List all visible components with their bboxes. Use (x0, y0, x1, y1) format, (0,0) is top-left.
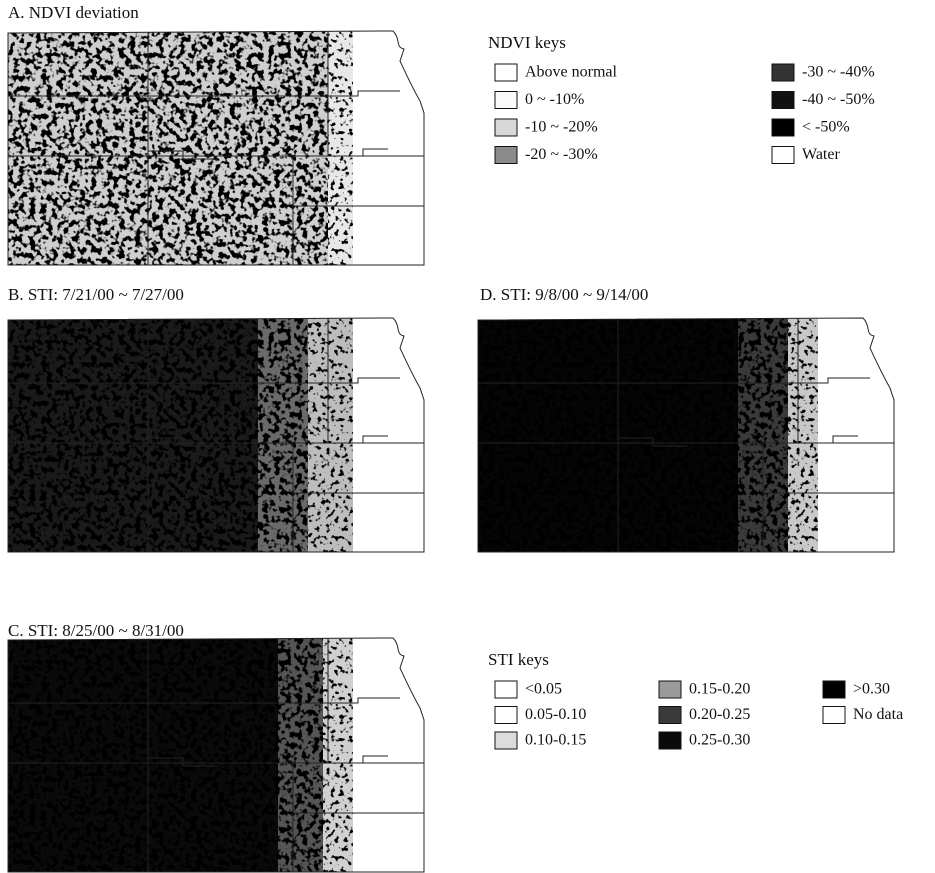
legend-label: 0.20-0.25 (689, 706, 750, 723)
legend-title: NDVI keys (488, 33, 566, 52)
map-texture (8, 638, 353, 873)
legend-swatch (772, 64, 794, 81)
legend-label: -30 ~ -40% (802, 64, 875, 81)
panel-title: D. STI: 9/8/00 ~ 9/14/00 (480, 285, 648, 304)
legend-label: Above normal (525, 64, 618, 81)
legend-label: >0.30 (853, 681, 890, 698)
texture-speckle (258, 318, 308, 553)
legend-swatch (772, 119, 794, 136)
legend-label: -20 ~ -30% (525, 146, 598, 163)
legend-label: 0.05-0.10 (525, 706, 586, 723)
legend-label: No data (853, 706, 903, 723)
legend-swatch (495, 707, 517, 724)
panel-title: A. NDVI deviation (8, 3, 139, 22)
legend-label: <0.05 (525, 681, 562, 698)
texture-speckle (478, 318, 738, 553)
legend-swatch (823, 707, 845, 724)
legend-swatch (772, 147, 794, 164)
texture-speckle (8, 318, 258, 553)
map-texture (8, 31, 353, 266)
texture-speckle (8, 638, 278, 873)
legend-label: 0.25-0.30 (689, 732, 750, 749)
map (8, 318, 424, 553)
legend-swatch (495, 147, 517, 164)
legend-swatch (659, 681, 681, 698)
texture-speckle (788, 318, 818, 553)
legend-swatch (495, 64, 517, 81)
legend-label: -40 ~ -50% (802, 91, 875, 108)
legend-label: -10 ~ -20% (525, 119, 598, 136)
legend-swatch (495, 92, 517, 109)
legend-swatch (495, 119, 517, 136)
legend-label: 0 ~ -10% (525, 91, 584, 108)
legend-label: Water (802, 146, 840, 163)
legend-swatch (823, 681, 845, 698)
texture-speckle (308, 318, 353, 553)
legend-swatch (772, 92, 794, 109)
legend-swatch (659, 732, 681, 749)
figure: A. NDVI deviation B. STI: 7/21/00 ~ 7/27… (0, 0, 935, 873)
legend-label: < -50% (802, 119, 850, 136)
map-texture (478, 318, 818, 553)
texture-speckle (278, 638, 323, 873)
legend-swatch (659, 707, 681, 724)
legend-label: 0.15-0.20 (689, 681, 750, 698)
map-texture (8, 318, 353, 553)
map (8, 638, 424, 873)
texture-speckle (328, 31, 353, 266)
legend-swatch (495, 681, 517, 698)
map (8, 31, 424, 266)
panel-title: C. STI: 8/25/00 ~ 8/31/00 (8, 621, 184, 640)
legend-label: 0.10-0.15 (525, 732, 586, 749)
legend-title: STI keys (488, 650, 549, 669)
map (478, 318, 894, 553)
texture-speckle (8, 31, 328, 266)
legend-swatch (495, 732, 517, 749)
panel-title: B. STI: 7/21/00 ~ 7/27/00 (8, 285, 184, 304)
